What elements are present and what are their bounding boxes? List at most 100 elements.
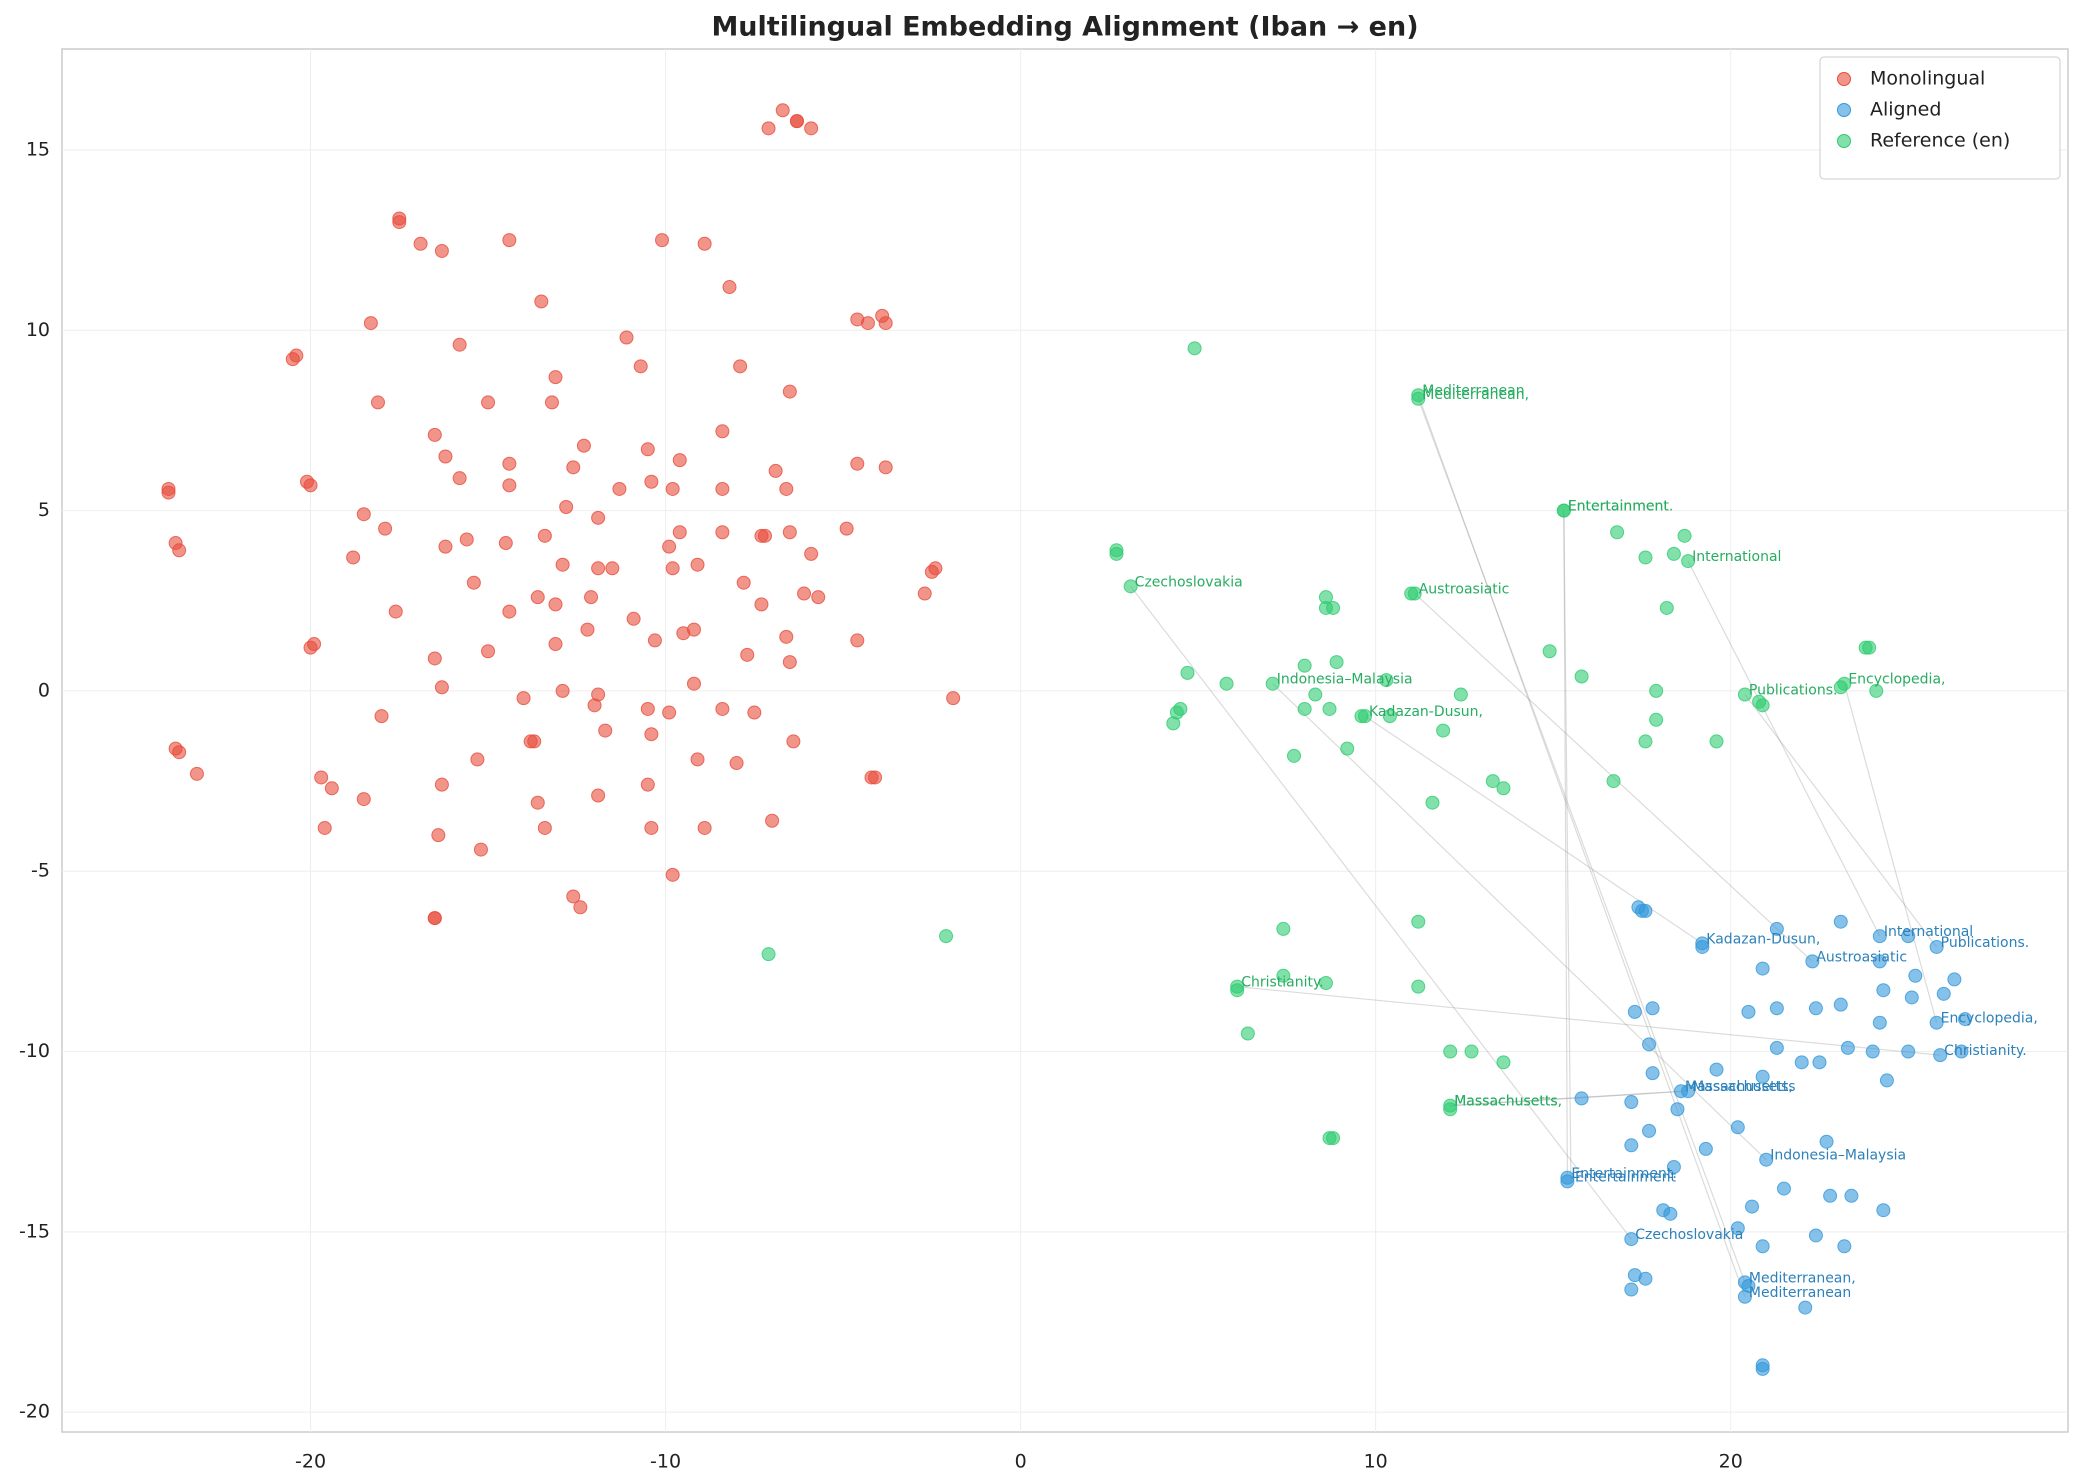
point xyxy=(434,680,449,695)
point xyxy=(356,792,371,807)
point xyxy=(1840,1040,1855,1055)
alignment-link xyxy=(1450,1090,1689,1107)
point xyxy=(434,777,449,792)
point-annotation: Austroasiatic xyxy=(1816,949,1907,965)
point xyxy=(1411,391,1426,406)
point xyxy=(303,478,318,493)
point xyxy=(1329,655,1344,670)
point xyxy=(665,481,680,496)
point-annotation: Entertainment. xyxy=(1571,1166,1676,1182)
point xyxy=(1858,640,1873,655)
point xyxy=(1737,687,1752,702)
point-annotation: Mediterranean, xyxy=(1422,387,1529,403)
point xyxy=(1936,986,1951,1001)
point xyxy=(576,438,591,453)
point-annotation: International xyxy=(1884,924,1973,940)
point xyxy=(548,637,563,652)
point xyxy=(1610,525,1625,540)
point xyxy=(498,536,513,551)
legend-label: Reference (en) xyxy=(1870,130,2010,152)
point xyxy=(782,525,797,540)
point xyxy=(1297,658,1312,673)
point xyxy=(640,701,655,716)
point xyxy=(644,820,659,835)
point xyxy=(452,471,467,486)
point xyxy=(1340,741,1355,756)
point xyxy=(1649,683,1664,698)
x-tick-label: 10 xyxy=(1364,1451,1388,1473)
annotations: International Kadazan-Dusun, Austroasiatic… xyxy=(1135,383,2038,1301)
y-tick-label: -20 xyxy=(19,1401,50,1423)
point xyxy=(779,481,794,496)
point xyxy=(686,676,701,691)
alignment-link xyxy=(1687,560,1881,937)
point xyxy=(438,449,453,464)
point xyxy=(1876,983,1891,998)
point xyxy=(1681,554,1696,569)
point xyxy=(868,770,883,785)
point xyxy=(1833,997,1848,1012)
point xyxy=(1663,1206,1678,1221)
x-tick-label: 20 xyxy=(1719,1451,1743,1473)
point xyxy=(878,460,893,475)
point xyxy=(1606,774,1621,789)
alignment-link xyxy=(1843,683,1938,1023)
point xyxy=(672,525,687,540)
point xyxy=(672,453,687,468)
point xyxy=(466,575,481,590)
point xyxy=(1844,1188,1859,1203)
point xyxy=(1642,1037,1657,1052)
point xyxy=(1869,683,1884,698)
point xyxy=(1805,954,1820,969)
point-annotation: Massachusetts, xyxy=(1454,1094,1562,1110)
point xyxy=(715,424,730,439)
x-tick-label: -20 xyxy=(295,1451,326,1473)
point xyxy=(537,820,552,835)
alignment-link xyxy=(1417,398,1746,1283)
point xyxy=(775,103,790,118)
x-tick-label: -10 xyxy=(650,1451,681,1473)
point xyxy=(665,867,680,882)
point xyxy=(640,442,655,457)
point xyxy=(860,316,875,331)
point xyxy=(1908,968,1923,983)
point xyxy=(1808,1001,1823,1016)
point xyxy=(811,590,826,605)
point xyxy=(747,705,762,720)
point xyxy=(1358,709,1373,724)
point xyxy=(1808,1228,1823,1243)
alignment-link xyxy=(1417,394,1746,1297)
point-annotation: International xyxy=(1692,549,1781,565)
point xyxy=(1574,669,1589,684)
point xyxy=(1496,781,1511,796)
point xyxy=(172,745,187,760)
point xyxy=(740,647,755,662)
alignment-link xyxy=(1450,1090,1682,1107)
y-tick-label: 10 xyxy=(26,319,50,341)
point-annotation: Christianity. xyxy=(1944,1043,2027,1059)
point-annotation: Publications. xyxy=(1749,683,1838,699)
point xyxy=(1929,1015,1944,1030)
point xyxy=(789,114,804,129)
alignment-link xyxy=(1237,986,1941,1056)
point xyxy=(1759,1152,1774,1167)
point xyxy=(1326,600,1341,615)
point xyxy=(1574,1091,1589,1106)
point xyxy=(1382,709,1397,724)
point xyxy=(1326,1131,1341,1146)
point xyxy=(1638,903,1653,918)
y-tick-label: -15 xyxy=(19,1220,50,1242)
point xyxy=(757,528,772,543)
point xyxy=(1901,1044,1916,1059)
y-tick-label: 15 xyxy=(26,138,50,160)
point-annotation: Entertainment xyxy=(1568,499,1670,515)
point xyxy=(1872,954,1887,969)
point xyxy=(1823,1188,1838,1203)
point xyxy=(1425,795,1440,810)
legend-swatch xyxy=(1837,72,1851,86)
point xyxy=(1659,600,1674,615)
point xyxy=(566,889,581,904)
chart-title: Multilingual Embedding Alignment (Iban →… xyxy=(711,12,1418,43)
point xyxy=(452,337,467,352)
point xyxy=(1230,983,1245,998)
